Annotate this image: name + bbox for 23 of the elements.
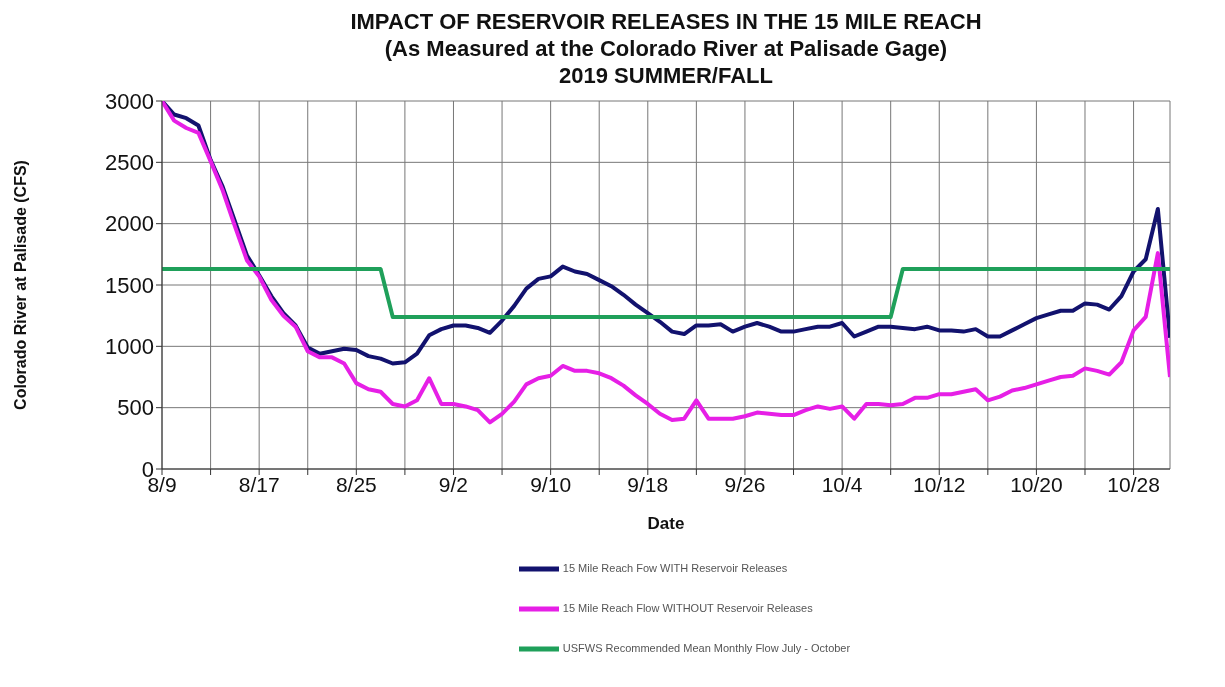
x-tick-label: 8/17 (238, 472, 280, 496)
x-tick-label: 9/2 (438, 472, 469, 496)
y-tick-label: 500 (117, 395, 154, 421)
legend-label: 15 Mile Reach Fow WITH Reservoir Releases (562, 561, 788, 574)
y-tick-label: 1500 (105, 272, 154, 298)
y-tick-label: 2000 (105, 211, 154, 237)
chart-title: IMPACT OF RESERVOIR RELEASES IN THE 15 MILE REACH (349, 8, 983, 35)
x-tick-label: 9/10 (530, 472, 572, 496)
chart-subtitle: (As Measured at the Colorado River at Palisade Gage) 2019 SUMMER/FALL (383, 35, 949, 89)
x-tick-label: 10/20 (1010, 472, 1063, 496)
x-tick-label: 10/28 (1107, 472, 1160, 496)
x-tick-label: 8/25 (335, 472, 377, 496)
legend-label: USFWS Recommended Mean Monthly Flow July - October (562, 641, 851, 654)
x-tick-label: 10/4 (821, 472, 863, 496)
y-tick-label: 1000 (105, 334, 154, 360)
x-tick-label: 10/12 (912, 472, 966, 496)
legend-label: 15 Mile Reach Flow WITHOUT Reservoir Releases (562, 601, 813, 614)
x-tick-label: 9/26 (724, 472, 766, 496)
x-axis-title: Date (647, 514, 685, 533)
y-axis-title: Colorado River at Palisade (CFS) (11, 160, 29, 410)
y-tick-label: 2500 (105, 150, 154, 176)
x-tick-label: 9/18 (627, 472, 669, 496)
y-tick-label: 3000 (105, 88, 154, 114)
